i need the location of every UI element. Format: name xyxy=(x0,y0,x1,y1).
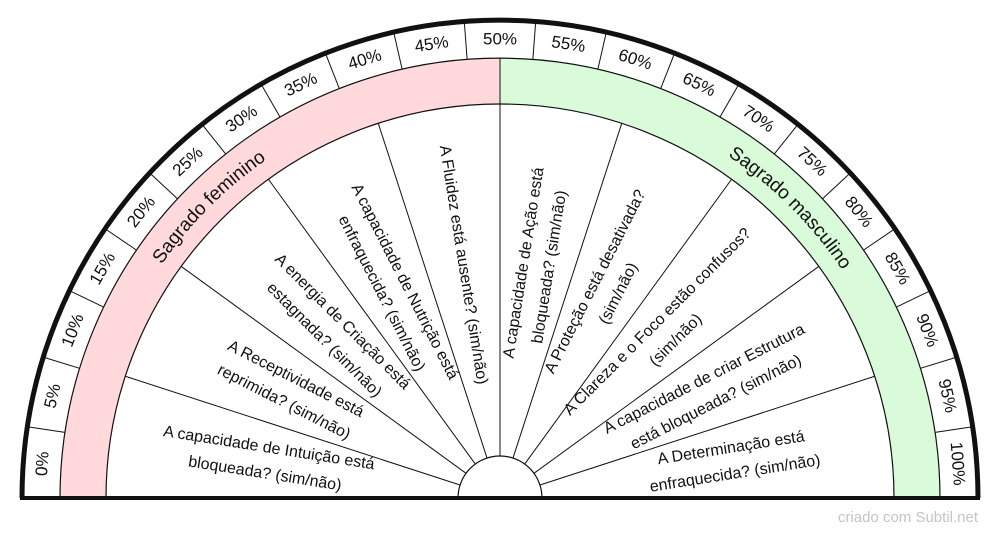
scale-divider xyxy=(149,172,178,200)
footer-credit: criado com Subtil.net xyxy=(837,509,978,526)
sector-divider xyxy=(539,375,875,486)
scale-tick-label: 65% xyxy=(680,69,719,101)
scale-tick-label: 5% xyxy=(41,382,65,410)
scale-tick-label: 35% xyxy=(281,69,320,101)
scale-divider xyxy=(463,21,468,60)
scale-divider xyxy=(935,426,973,433)
scale-divider xyxy=(660,52,676,89)
scale-divider xyxy=(43,356,80,369)
masculine-label: Sagrado masculino xyxy=(725,143,855,273)
scale-divider xyxy=(104,228,137,251)
scale-divider xyxy=(920,356,957,369)
scale-tick-label: 40% xyxy=(346,45,384,73)
sector-divider xyxy=(180,266,467,474)
feminine-band xyxy=(60,58,500,498)
scale-divider xyxy=(773,123,799,155)
scale-tick-label: 100% xyxy=(947,441,969,486)
scale-tick-label: 95% xyxy=(934,377,960,414)
outer-arc xyxy=(19,17,981,499)
scale-divider xyxy=(896,290,931,308)
masculine-band xyxy=(500,58,940,498)
scale-tick-label: 10% xyxy=(58,311,88,350)
sector-divider xyxy=(512,123,623,459)
sector-label: A capacidade de Nutrição estáenfraquecid… xyxy=(335,181,462,382)
scale-divider xyxy=(260,83,281,118)
center-hub xyxy=(457,455,543,499)
scale-divider xyxy=(822,172,851,200)
sector-divider xyxy=(524,178,732,465)
sector-divider xyxy=(125,375,461,486)
sector-divider xyxy=(268,178,476,465)
sector-divider xyxy=(533,266,820,474)
feminine-label: Sagrado feminino xyxy=(149,147,270,268)
scale-tick-label: 0% xyxy=(32,451,53,477)
scale-tick-label: 45% xyxy=(413,32,449,56)
scale-tick-label: 55% xyxy=(550,32,586,56)
scale-tick-label: 90% xyxy=(912,311,942,350)
scale-divider xyxy=(69,290,104,308)
scale-divider xyxy=(27,426,65,433)
scale-divider xyxy=(201,123,227,155)
scale-divider xyxy=(393,31,403,70)
scale-divider xyxy=(863,228,896,251)
scale-tick-label: 50% xyxy=(483,30,517,49)
scale-divider xyxy=(532,21,537,60)
scale-divider xyxy=(719,83,740,118)
scale-tick-label: 60% xyxy=(616,45,654,73)
scale-divider xyxy=(324,52,340,89)
scale-divider xyxy=(597,31,607,70)
sector-divider xyxy=(377,123,488,459)
